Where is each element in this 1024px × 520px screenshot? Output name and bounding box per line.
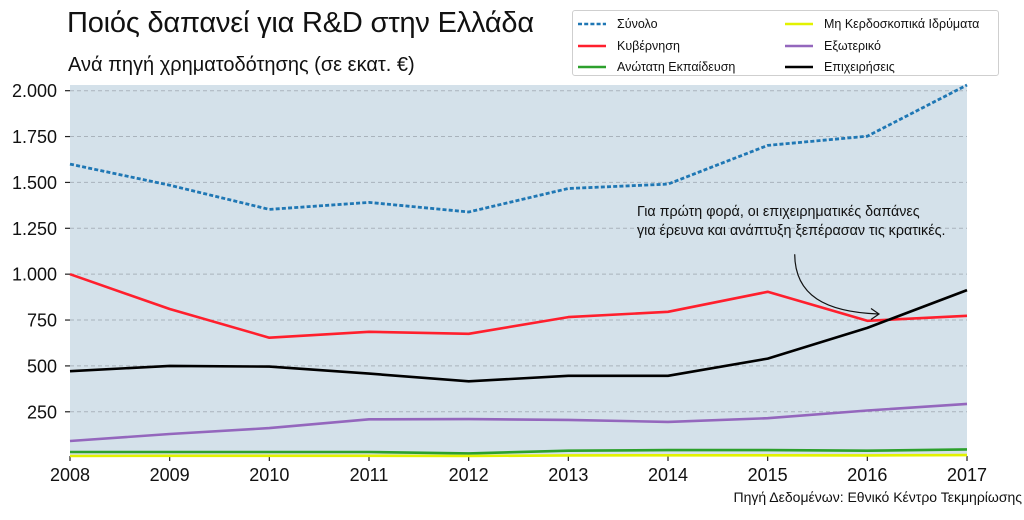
legend-swatch-higher-education: [578, 65, 606, 69]
series-line-higher-education: [70, 448, 968, 455]
legend-label-total: Σύνολο: [617, 17, 658, 31]
series-lines: [69, 83, 968, 458]
legend-swatch-government: [578, 44, 606, 48]
y-tick-label: 750: [27, 311, 57, 331]
legend-swatch-abroad: [785, 44, 813, 48]
legend-item-government: Κυβέρνηση: [578, 38, 680, 54]
y-tick-label: 1.250: [12, 219, 57, 239]
legend-item-abroad: Εξωτερικό: [785, 38, 881, 54]
legend: Σύνολο Κυβέρνηση Ανώτατη Εκπαίδευση Μη Κ…: [572, 10, 999, 76]
x-tick-label: 2013: [548, 465, 588, 485]
series-line-nonprofit: [69, 453, 968, 458]
legend-label-nonprofit: Μη Κερδοσκοπικά Ιδρύματα: [824, 17, 980, 31]
x-tick-label: 2012: [449, 465, 489, 485]
y-tick-label: 1.000: [12, 265, 57, 285]
series-line-business: [69, 288, 968, 383]
legend-swatch-business: [785, 65, 813, 69]
y-tick-label: 1.750: [12, 127, 57, 147]
series-line-abroad: [69, 402, 968, 443]
annotation-line-1: Για πρώτη φορά, οι επιχειρηματικές δαπάν…: [637, 204, 920, 220]
x-tick-label: 2017: [947, 465, 987, 485]
x-tick-label: 2010: [249, 465, 289, 485]
x-tick-label: 2011: [350, 465, 389, 485]
x-tick-label: 2016: [847, 465, 887, 485]
chart-subtitle: Ανά πηγή χρηματοδότησης (σε εκατ. €): [68, 54, 415, 76]
series-line-government: [69, 272, 968, 340]
legend-label-business: Επιχειρήσεις: [824, 60, 895, 74]
plot-area: [70, 85, 967, 456]
annotation-arrow-head: [870, 308, 881, 320]
x-tick-label: 2015: [748, 465, 788, 485]
legend-label-higher-education: Ανώτατη Εκπαίδευση: [617, 60, 736, 74]
legend-label-abroad: Εξωτερικό: [824, 39, 881, 53]
legend-swatch-total: [578, 22, 606, 26]
x-tick-label: 2009: [150, 465, 190, 485]
legend-item-higher-education: Ανώτατη Εκπαίδευση: [578, 59, 735, 75]
x-axis: 2008 2009 2010 2011 2012 2013 2014 2015 2016 2017: [50, 456, 987, 485]
y-tick-label: 250: [27, 402, 57, 422]
annotation-text: Για πρώτη φορά, οι επιχειρηματικές δαπάν…: [637, 203, 945, 241]
y-tick-label: 2.000: [12, 81, 57, 101]
annotation-arrow-curve: [794, 254, 879, 315]
y-tick-label: 1.500: [12, 173, 57, 193]
legend-label-government: Κυβέρνηση: [617, 39, 680, 53]
legend-item-total: Σύνολο: [578, 16, 658, 32]
series-line-total: [69, 83, 968, 214]
legend-item-nonprofit: Μη Κερδοσκοπικά Ιδρύματα: [785, 16, 979, 32]
annotation-arrow: [794, 254, 881, 320]
y-tick-label: 500: [27, 356, 57, 376]
legend-item-business: Επιχειρήσεις: [785, 59, 895, 75]
y-axis: 250 500 750 1.000 1.250 1.500 1.750 2.000: [12, 81, 70, 422]
legend-swatch-nonprofit: [785, 22, 813, 26]
annotation-line-2: για έρευνα και ανάπτυξη ξεπέρασαν τις κρ…: [637, 223, 946, 239]
data-source: Πηγή Δεδομένων: Εθνικό Κέντρο Τεκμηρίωση…: [733, 489, 1022, 505]
chart-title: Ποιός δαπανεί για R&D στην Ελλάδα: [67, 7, 534, 39]
x-tick-label: 2008: [50, 465, 90, 485]
x-tick-label: 2014: [648, 465, 688, 485]
